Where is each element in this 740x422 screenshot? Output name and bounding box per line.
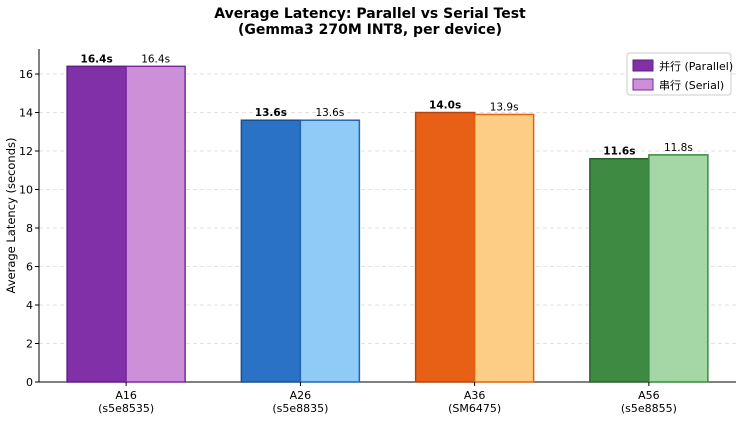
- bar: [589, 157, 650, 383]
- legend-label: 串行 (Serial): [659, 79, 724, 92]
- x-tick-label: A36: [464, 389, 486, 402]
- data-label: 13.6s: [255, 107, 287, 119]
- chart-subtitle: (Gemma3 270M INT8, per device): [238, 22, 502, 38]
- y-tick-label: 10: [19, 184, 33, 197]
- x-tick-sublabel: (s5e8855): [621, 402, 677, 415]
- data-label: 13.6s: [315, 107, 344, 119]
- legend-label: 并行 (Parallel): [659, 59, 733, 73]
- y-tick-label: 16: [19, 68, 33, 81]
- x-tick-label: A56: [638, 389, 660, 402]
- chart-title: Average Latency: Parallel vs Serial Test: [214, 6, 526, 22]
- x-tick-label: A26: [290, 389, 312, 402]
- x-tick-sublabel: (SM6475): [448, 402, 501, 415]
- y-tick-label: 4: [26, 299, 33, 312]
- data-label: 16.4s: [81, 53, 113, 65]
- bar: [66, 65, 127, 383]
- data-label: 11.6s: [603, 146, 635, 158]
- bar: [125, 65, 186, 383]
- y-tick-label: 6: [26, 261, 33, 274]
- data-label: 14.0s: [429, 100, 461, 112]
- bar: [648, 154, 709, 383]
- y-axis-label: Average Latency (seconds): [4, 138, 18, 294]
- y-tick-label: 0: [26, 376, 33, 389]
- legend-swatch: [632, 59, 654, 72]
- y-tick-label: 12: [19, 145, 33, 158]
- data-label: 16.4s: [141, 53, 170, 65]
- legend-swatch: [632, 78, 654, 91]
- y-tick-label: 14: [19, 107, 33, 120]
- y-tick-label: 2: [26, 338, 33, 351]
- bar: [473, 113, 535, 383]
- bar: [240, 119, 302, 383]
- data-label: 11.8s: [664, 142, 693, 154]
- bar: [299, 119, 361, 383]
- bar: [414, 111, 476, 383]
- y-tick-label: 8: [26, 222, 33, 235]
- data-label: 13.9s: [490, 101, 519, 113]
- x-tick-label: A16: [115, 389, 137, 402]
- x-tick-sublabel: (s5e8835): [272, 402, 328, 415]
- x-tick-sublabel: (s5e8535): [98, 402, 154, 415]
